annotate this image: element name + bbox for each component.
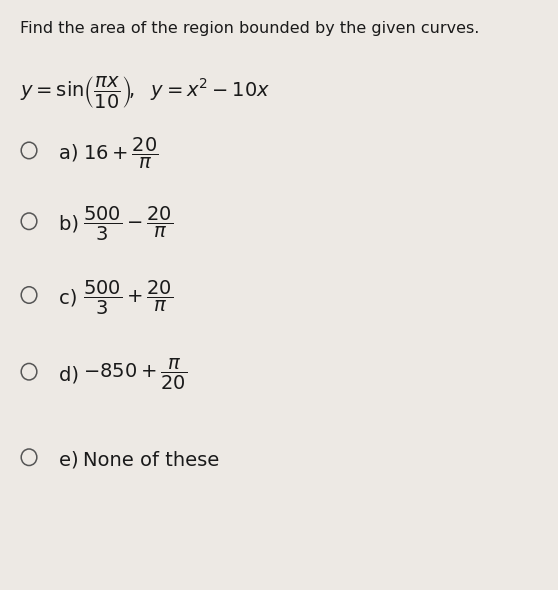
Text: b): b) <box>59 215 85 234</box>
Text: Find the area of the region bounded by the given curves.: Find the area of the region bounded by t… <box>20 21 479 35</box>
Text: d): d) <box>59 365 85 384</box>
Text: $y = \sin\!\left(\dfrac{\pi x}{10}\right)\!,\ \ y = x^2 - 10x$: $y = \sin\!\left(\dfrac{\pi x}{10}\right… <box>20 74 270 110</box>
Text: c): c) <box>59 289 83 307</box>
Text: None of these: None of these <box>83 451 219 470</box>
Text: a): a) <box>59 144 84 163</box>
Text: e): e) <box>59 451 84 470</box>
Text: $\dfrac{500}{3} + \dfrac{20}{\pi}$: $\dfrac{500}{3} + \dfrac{20}{\pi}$ <box>83 279 173 317</box>
Text: $-850 + \dfrac{\pi}{20}$: $-850 + \dfrac{\pi}{20}$ <box>83 357 187 392</box>
Text: $16 + \dfrac{20}{\pi}$: $16 + \dfrac{20}{\pi}$ <box>83 136 158 171</box>
Text: $\dfrac{500}{3} - \dfrac{20}{\pi}$: $\dfrac{500}{3} - \dfrac{20}{\pi}$ <box>83 205 173 243</box>
